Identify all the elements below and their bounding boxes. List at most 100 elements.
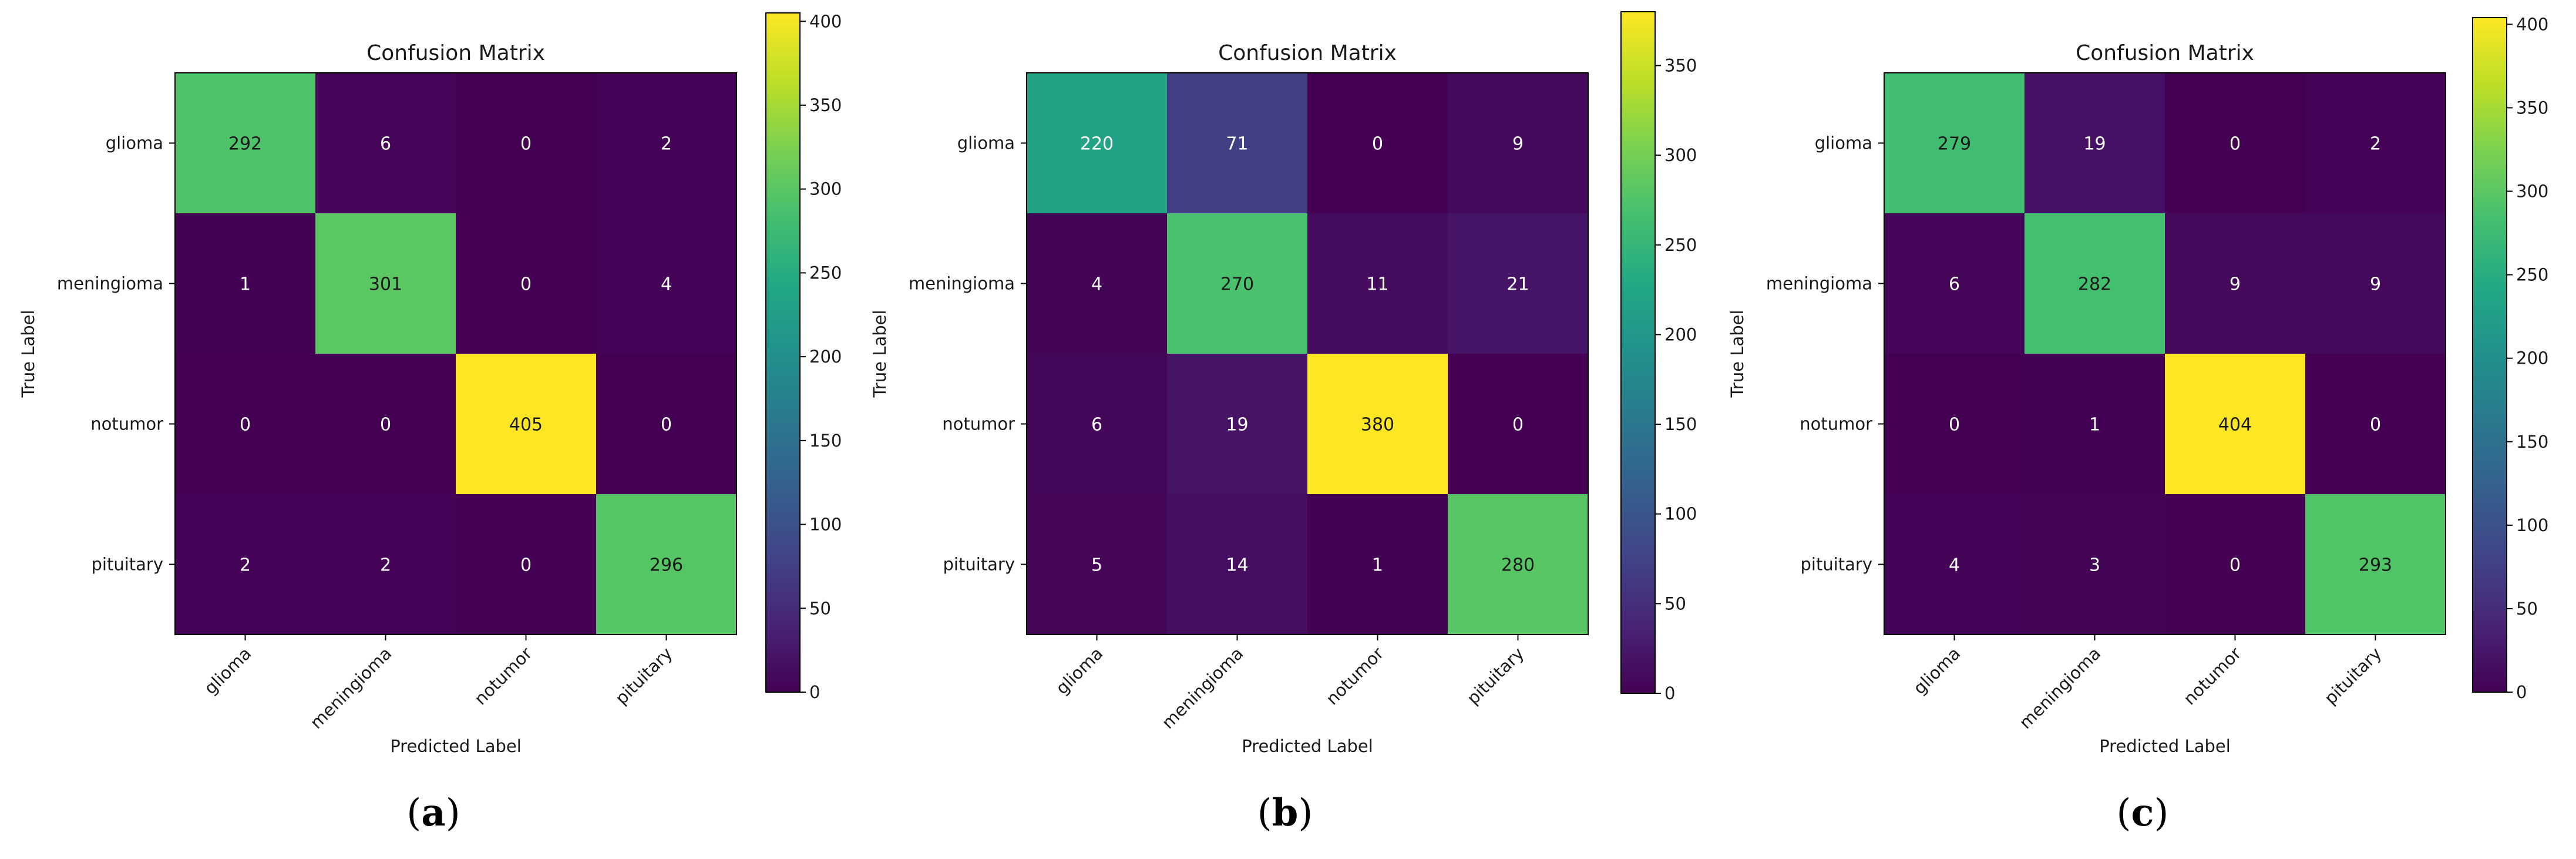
cell-value: 9 [2229,274,2241,295]
cell-value: 0 [520,274,532,295]
y-tick-label: meningioma [1766,274,1872,294]
colorbar-tick-label: 150 [2516,432,2548,452]
heatmap-cell [1884,494,2025,635]
heatmap-cell [456,494,596,635]
cell-value: 6 [380,134,391,155]
caption-letter: b [1272,791,1299,835]
colorbar-tick-label: 300 [809,179,842,199]
cell-value: 4 [1091,274,1102,295]
panel-b: Confusion Matrix 220 71 0 9 4 270 11 21 6 19 380 0 5 1… [870,11,1697,835]
colorbar-tick-label: 0 [2516,682,2527,702]
colorbar-tick-label: 350 [1664,56,1697,76]
colorbar-tick-label: 350 [809,95,842,115]
heatmap-cell [1027,213,1167,354]
heatmap-cell [596,494,737,635]
chart-title: Confusion Matrix [366,41,545,65]
cell-value: 71 [1226,134,1248,155]
colorbar-tick-label: 250 [809,263,842,283]
cell-value: 1 [240,274,251,295]
heatmap-cell [1167,354,1307,494]
x-tick-label: meningioma [1158,643,1247,733]
x-tick-label: pituitary [2321,643,2386,709]
colorbar-tick-label: 0 [809,682,820,702]
cell-value: 380 [1361,415,1394,435]
cell-value: 0 [1512,415,1524,435]
cell-value: 404 [2218,415,2252,435]
heatmap-cell [456,73,596,213]
y-axis-label: True Label [1727,310,1747,398]
cell-value: 1 [2089,415,2100,435]
matrix-frame [1884,72,2446,635]
heatmap-cell [2305,213,2446,354]
colorbar-tick-label: 0 [1664,683,1675,703]
heatmap-cell [596,354,737,494]
heatmap-cell [1884,213,2025,354]
colorbar-tick-label: 150 [809,431,842,451]
cell-value: 282 [2078,274,2111,295]
heatmap-cell [2025,494,2165,635]
y-tick-label: notumor [1800,414,1872,434]
cell-value: 14 [1226,555,1248,576]
x-tick-label: notumor [470,643,536,709]
x-axis-label: Predicted Label [1242,736,1373,756]
heatmap-cell [2305,494,2446,635]
colorbar-tick-label: 300 [1664,145,1697,165]
cell-value: 2 [2370,134,2381,155]
cell-value: 19 [2083,134,2106,155]
colorbar-tick-label: 50 [2516,599,2538,619]
y-axis-label: True Label [870,310,890,398]
heatmap-cell [456,213,596,354]
colorbar [1620,11,1656,694]
panel-caption: (a) [406,791,460,835]
cell-value: 405 [509,415,543,435]
y-tick-label: pituitary [943,555,1015,575]
cell-value: 270 [1220,274,1254,295]
heatmap-cell [1884,354,2025,494]
colorbar-tick-label: 400 [809,11,842,31]
cell-value: 2 [380,555,391,576]
x-axis-label: Predicted Label [2099,736,2231,756]
cell-value: 0 [2229,134,2241,155]
colorbar-tick-label: 400 [2516,14,2548,34]
heatmap-cell [2025,354,2165,494]
cell-value: 3 [2089,555,2100,576]
x-tick-label: notumor [2180,643,2245,709]
cell-value: 0 [661,415,672,435]
colorbar-tick-label: 50 [1664,593,1686,613]
cell-value: 0 [380,415,391,435]
x-tick-label: glioma [200,643,255,699]
heatmap-cell [1448,213,1588,354]
chart-title: Confusion Matrix [2076,41,2254,65]
heatmap-cell [1027,73,1167,213]
cell-value: 4 [661,274,672,295]
caption-close-paren: ) [446,791,460,835]
x-tick-label: pituitary [1463,643,1528,709]
cell-value: 6 [1949,274,1960,295]
y-tick-label: glioma [1815,133,1872,153]
cell-value: 5 [1091,555,1102,576]
heatmap-cell [596,73,737,213]
cell-value: 2 [240,555,251,576]
cell-value: 1 [1372,555,1383,576]
caption-close-paren: ) [2154,791,2168,835]
heatmap-cell [2165,494,2305,635]
heatmap-cell [315,73,456,213]
colorbar-tick-label: 50 [809,598,831,618]
colorbar-tick-label: 350 [2516,98,2548,118]
x-tick-label: meningioma [2015,643,2104,733]
cell-value: 293 [2359,555,2392,576]
heatmap-cell [1027,354,1167,494]
x-tick-label: notumor [1322,643,1388,709]
heatmap-cell [1448,354,1588,494]
heatmap-cell [2165,73,2305,213]
cell-value: 0 [1372,134,1383,155]
heatmap-cell [2165,354,2305,494]
x-tick-label: glioma [1052,643,1107,699]
heatmap-cell [1167,73,1307,213]
cell-value: 0 [520,555,532,576]
colorbar-tick-label: 150 [1664,414,1697,434]
cell-value: 21 [1506,274,1529,295]
matrix-frame [174,72,737,635]
heatmap-cell [175,213,315,354]
